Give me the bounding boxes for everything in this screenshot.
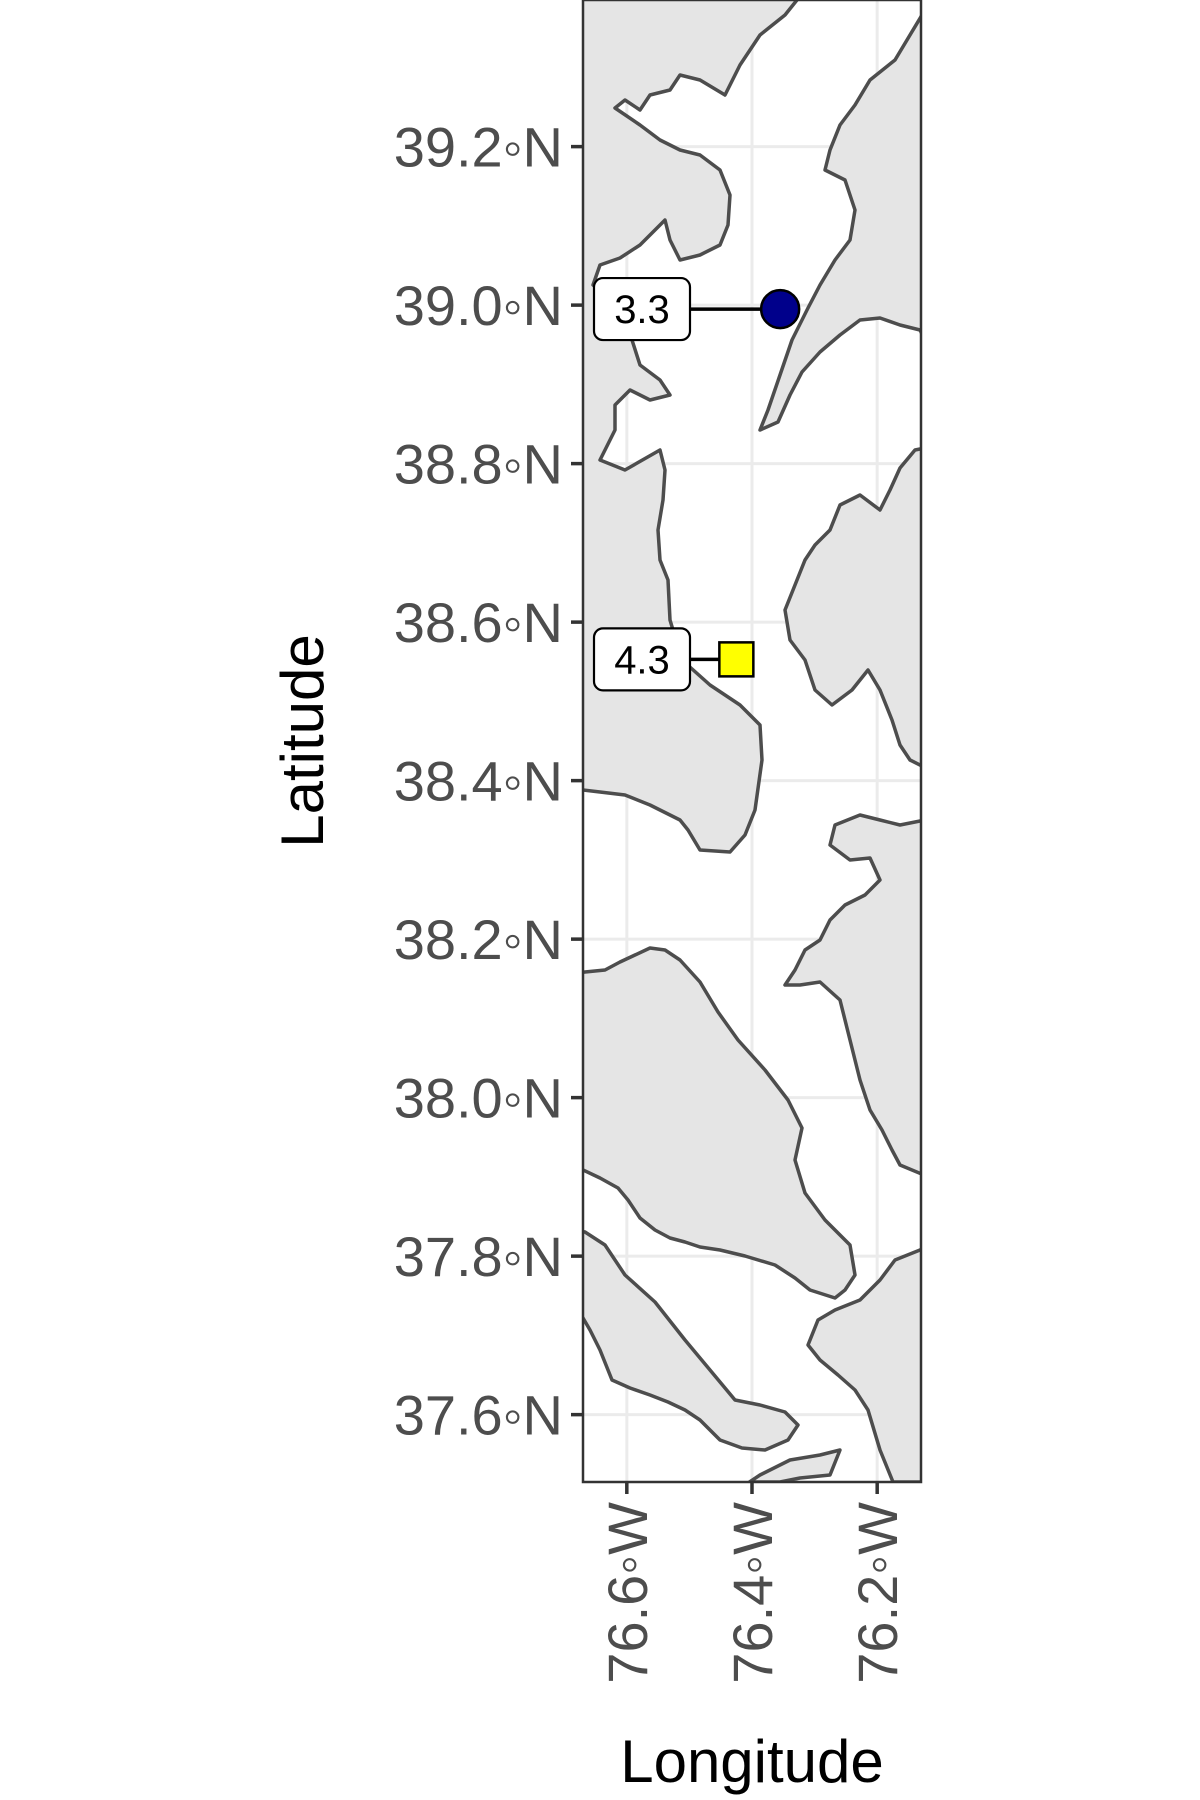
land-eastern-shore <box>783 447 921 768</box>
x-tick-label: 76.4◦W <box>721 1502 784 1684</box>
y-tick-label: 38.6◦N <box>394 591 563 654</box>
land-choptank-south <box>783 813 921 1176</box>
x-tick-label: 76.6◦W <box>596 1502 659 1684</box>
land-middle-neck <box>583 1229 800 1452</box>
land-southern-tip <box>746 1448 842 1482</box>
value-label: 4.3 <box>614 638 670 682</box>
value-label-box <box>592 276 692 342</box>
y-tick-label: 38.0◦N <box>394 1067 563 1130</box>
map-panel: 3.3 4.3 <box>581 0 923 1484</box>
y-tick-label: 38.4◦N <box>394 750 563 813</box>
x-axis-title: Longitude <box>620 1728 884 1795</box>
y-tick-label: 38.8◦N <box>394 433 563 496</box>
station-marker: 4.3 <box>592 627 755 692</box>
land-kent-island <box>758 13 921 432</box>
y-tick-label: 37.8◦N <box>394 1225 563 1288</box>
y-tick-label: 37.6◦N <box>394 1384 563 1447</box>
station-point-square <box>718 641 755 678</box>
land-northern-neck <box>583 946 857 1300</box>
value-label: 3.3 <box>614 288 670 332</box>
land-dorchester <box>806 1247 921 1482</box>
y-tick-label: 39.0◦N <box>394 274 563 337</box>
station-marker: 3.3 <box>592 276 801 342</box>
value-label-box <box>592 627 692 692</box>
x-axis: 76.6◦W 76.4◦W 76.2◦W <box>596 1482 909 1684</box>
y-tick-label: 38.2◦N <box>394 908 563 971</box>
y-tick-label: 39.2◦N <box>394 116 563 179</box>
x-tick-label: 76.2◦W <box>846 1502 909 1684</box>
y-axis-title: Latitude <box>269 634 336 848</box>
y-axis: 39.2◦N 39.0◦N 38.8◦N 38.6◦N 38.4◦N 38.2◦N 38.0… <box>394 116 583 1447</box>
station-point-circle <box>759 288 801 330</box>
points-layer: 3.3 4.3 <box>592 276 801 692</box>
